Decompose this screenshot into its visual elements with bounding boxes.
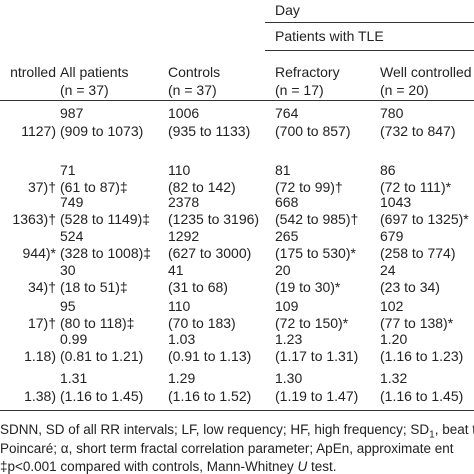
group-header: Patients with TLE [275,28,384,44]
table-cell: 81 [275,162,291,178]
table-cell: (72 to 150)* [275,315,349,331]
table-cell: 1.23 [275,331,303,347]
column-header: Controls [168,64,221,80]
table-cell: (258 to 774) [380,245,456,261]
column-header: Refractory [275,64,340,80]
table-cell: 71 [60,162,76,178]
table-cell: 1006 [168,105,200,121]
table-cell: 34)† [27,279,56,295]
footnote-text: , beat t [434,422,474,437]
table-cell: 110 [168,162,191,178]
footnote-text: Poincaré; α, short term fractal correlat… [0,441,454,456]
table-cell: 30 [60,262,76,278]
column-header: ntrolled [10,64,56,80]
footnote-text: test. [307,459,337,474]
column-header: All patients [60,64,129,80]
table-cell: 1127) [21,123,56,139]
table-cell: (328 to 1008)‡ [60,245,152,261]
footnote-text: 1 [429,429,435,441]
table-cell: (627 to 3000) [168,245,252,261]
table-cell: 1.32 [380,370,408,386]
table-cell: (18 to 51)‡ [60,279,128,295]
table-cell: 37)† [27,179,56,195]
footnote: ‡p<0.001 compared with controls, Mann-Wh… [0,459,337,474]
table-cell: (528 to 1149)‡ [60,211,151,227]
column-count: (n = 37) [60,82,109,98]
table-cell: 1043 [380,194,412,210]
table-cell: 265 [275,228,299,244]
table-cell: (1.16 to 1.52) [168,388,252,404]
table-cell: (1.16 to 1.23) [380,348,464,364]
table-cell: 95 [60,298,76,314]
table-cell: (0.91 to 1.13) [168,348,252,364]
table-cell: 1.38) [24,388,56,404]
table-cell: 17)† [27,315,56,331]
table-cell: (1.19 to 1.47) [275,388,359,404]
table-cell: 1363)† [12,211,56,227]
rule [0,410,474,411]
table-cell: (23 to 34) [380,279,440,295]
table-cell: 1.03 [168,331,196,347]
group-header: Day [275,2,300,18]
column-count: (n = 20) [380,82,429,98]
table-cell: 749 [60,194,84,210]
table-cell: (0.81 to 1.21) [60,348,144,364]
column-header: Well controlled [380,64,472,80]
table-cell: (77 to 138)* [380,315,454,331]
table-cell: 86 [380,162,396,178]
table-cell: (697 to 1325)* [380,211,469,227]
table-cell: 109 [275,298,299,314]
table-cell: 668 [275,194,299,210]
table-cell: (1235 to 3196) [168,211,260,227]
table-cell: 679 [380,228,404,244]
table-cell: 1.20 [380,331,408,347]
table-cell: (82 to 142) [168,179,236,195]
footnote-text: ‡p<0.001 compared with controls, Mann-Wh… [0,459,298,474]
column-count: (n = 37) [168,82,217,98]
table-cell: (61 to 87)‡ [60,179,128,195]
table-cell: (732 to 847) [380,123,456,139]
table-cell: 1.31 [60,370,88,386]
table-cell: 1.18) [24,348,56,364]
rule [265,50,474,51]
table-cell: 24 [380,262,396,278]
table-cell: (1.16 to 1.45) [60,388,144,404]
footnote-text: SDNN, SD of all RR intervals; LF, low re… [0,422,430,437]
footnote: Poincaré; α, short term fractal correlat… [0,441,454,457]
table-cell: (1.17 to 1.31) [275,348,359,364]
table-cell: 0.99 [60,331,88,347]
table-cell: 102 [380,298,404,314]
table-cell: (72 to 111)* [380,179,452,195]
footnote: SDNN, SD of all RR intervals; LF, low re… [0,422,474,444]
table-cell: 2378 [168,194,200,210]
table-cell: (31 to 68) [168,279,228,295]
table-cell: (700 to 857) [275,123,351,139]
table-cell: (542 to 985)† [275,211,359,227]
table-cell: 987 [60,105,84,121]
table-cell: 41 [168,262,184,278]
table-cell: (175 to 530)* [275,245,356,261]
table-cell: (70 to 183) [168,315,236,331]
table-cell: 1.30 [275,370,303,386]
table-cell: (19 to 30)* [275,279,341,295]
table-cell: 20 [275,262,291,278]
rule [0,100,474,101]
column-count: (n = 17) [275,82,324,98]
table-cell: 110 [168,298,191,314]
table-cell: (1.16 to 1.45) [380,388,464,404]
table-cell: 764 [275,105,299,121]
table-cell: 524 [60,228,84,244]
table-cell: (80 to 118)‡ [60,315,135,331]
table-cell: 944)* [22,245,56,261]
table-cell: (72 to 99)† [275,179,343,195]
table-cell: 780 [380,105,404,121]
rule [265,22,474,23]
table-cell: (935 to 1133) [168,123,251,139]
table-cell: 1292 [168,228,200,244]
table-cell: (909 to 1073) [60,123,144,139]
table-cell: 1.29 [168,370,196,386]
footnote-text: U [297,459,308,474]
